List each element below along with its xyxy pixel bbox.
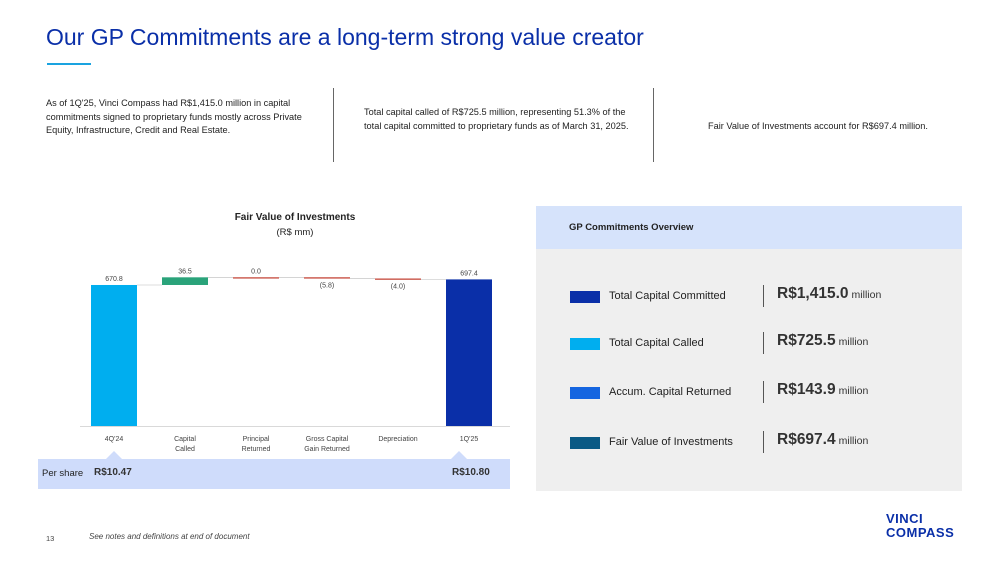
bar-depreciation (375, 278, 421, 280)
legend-swatch (570, 387, 600, 399)
bar-capital-called (162, 277, 208, 285)
category-label: Called (175, 446, 195, 453)
bar-gross-capital-gain-returned (304, 277, 350, 279)
bar-principal-returned (233, 277, 279, 279)
per-share-4q24: R$10.47 (94, 467, 132, 478)
title-underline (47, 63, 91, 65)
row-divider (763, 381, 764, 403)
per-share-pointer (450, 451, 468, 460)
row-label: Fair Value of Investments (609, 436, 733, 448)
category-label: Depreciation (378, 436, 417, 443)
data-label: 697.4 (460, 270, 478, 277)
bar-4q-24 (91, 284, 137, 426)
legend-swatch (570, 291, 600, 303)
per-share-band: Per share R$10.47 R$10.80 (38, 459, 510, 489)
panel-header: GP Commitments Overview (536, 206, 962, 249)
page-number: 13 (46, 534, 55, 543)
category-label: Capital (174, 436, 196, 443)
data-label: (4.0) (391, 284, 405, 291)
row-divider (763, 431, 764, 453)
legend-swatch (570, 338, 600, 350)
summary-fair-value: Fair Value of Investments account for R$… (708, 121, 928, 131)
summary-divider (653, 88, 654, 162)
row-value: R$143.9 million (777, 381, 869, 398)
row-divider (763, 332, 764, 354)
chart-subtitle: (R$ mm) (276, 227, 314, 238)
row-value: R$1,415.0 million (777, 285, 882, 302)
category-label: Principal (243, 436, 270, 443)
per-share-label: Per share (42, 468, 84, 479)
summary-commitments: As of 1Q'25, Vinci Compass had R$1,415.0… (46, 98, 302, 135)
row-label: Accum. Capital Returned (609, 386, 732, 398)
gp-commitments-panel: GP Commitments Overview Total Capital Co… (536, 206, 962, 491)
summary-divider (333, 88, 334, 162)
panel-row-committed: Total Capital Committed R$1,415.0 million (536, 285, 962, 309)
row-label: Total Capital Committed (609, 290, 726, 302)
data-label: 670.8 (105, 276, 123, 283)
panel-row-returned: Accum. Capital Returned R$143.9 million (536, 381, 962, 405)
category-label: Returned (242, 446, 271, 453)
data-label: 0.0 (251, 268, 261, 275)
panel-row-called: Total Capital Called R$725.5 million (536, 332, 962, 356)
row-value: R$725.5 million (777, 332, 869, 349)
waterfall-chart: 670.8 4Q'24 36.5 Capital Called 0.0 Principal R… (80, 268, 510, 453)
bar-1q-25 (446, 279, 492, 426)
data-label: 36.5 (178, 268, 192, 275)
panel-title: GP Commitments Overview (569, 222, 694, 233)
category-label: 4Q'24 (105, 436, 124, 443)
panel-row-fair-value: Fair Value of Investments R$697.4 million (536, 431, 962, 455)
row-divider (763, 285, 764, 307)
row-value: R$697.4 million (777, 431, 869, 448)
per-share-pointer (105, 451, 123, 460)
chart-title: Fair Value of Investments (234, 212, 356, 223)
row-label: Total Capital Called (609, 337, 704, 349)
legend-swatch (570, 437, 600, 449)
category-label: Gain Returned (304, 446, 350, 453)
vinci-compass-logo: VINCI COMPASS (886, 511, 955, 540)
page-title: Our GP Commitments are a long-term stron… (46, 24, 644, 50)
summary-capital-called: Total capital called of R$725.5 million,… (364, 107, 629, 131)
category-label: 1Q'25 (460, 436, 479, 443)
data-label: (5.8) (320, 283, 334, 290)
category-label: Gross Capital (306, 436, 349, 443)
per-share-1q25: R$10.80 (452, 467, 490, 478)
footnote: See notes and definitions at end of docu… (89, 532, 250, 541)
